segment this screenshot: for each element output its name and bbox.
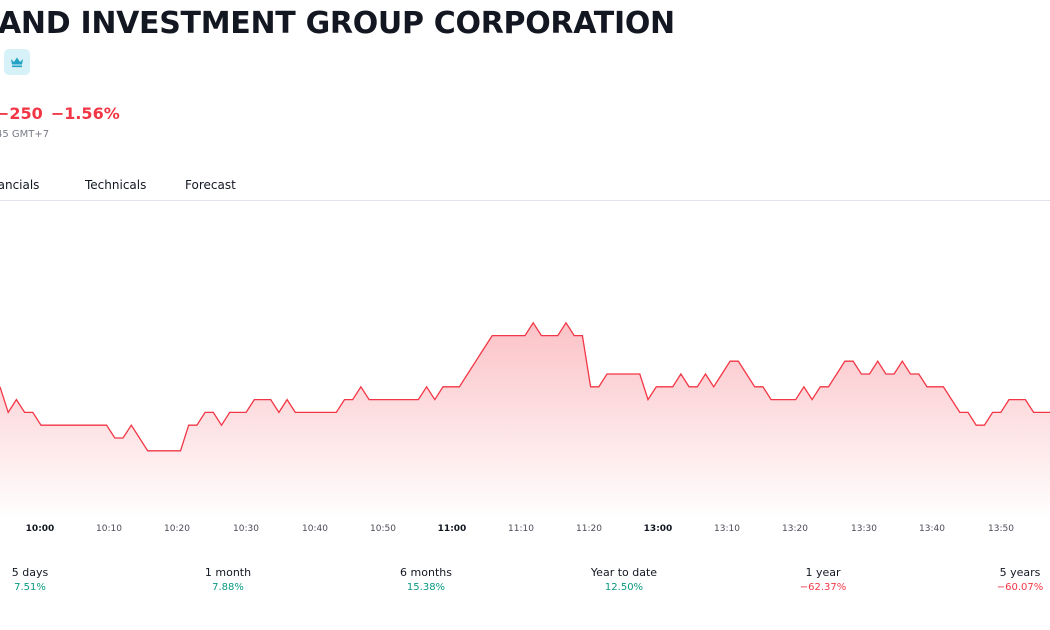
x-tick-label: 13:10 <box>714 524 740 534</box>
chart-price-line <box>0 321 1050 452</box>
period-1-year[interactable]: 1 year −62.37% <box>773 566 873 593</box>
period-value: 12.50% <box>604 582 644 593</box>
period-value: 7.88% <box>212 582 244 593</box>
price-chart[interactable]: 10:00 10:10 10:20 10:30 10:40 10:50 11:00 11:10… <box>0 230 1050 540</box>
x-tick-label: 10:40 <box>302 524 328 534</box>
period-label: 1 month <box>204 566 252 579</box>
period-value: −60.07% <box>996 582 1044 593</box>
x-tick-label: 11:10 <box>508 524 534 534</box>
page-title: AND INVESTMENT GROUP CORPORATION <box>0 6 675 41</box>
period-label: 5 years <box>999 566 1041 579</box>
x-tick-label: 10:00 <box>26 524 55 534</box>
chart-area-fill <box>0 322 1050 520</box>
tab-financials[interactable]: nancials <box>0 178 40 192</box>
period-6-months[interactable]: 6 months 15.38% <box>376 566 476 593</box>
x-tick-label: 13:00 <box>644 524 673 534</box>
period-value: 15.38% <box>406 582 446 593</box>
crown-icon <box>11 57 23 68</box>
x-tick-label: 13:50 <box>988 524 1014 534</box>
period-value: −62.37% <box>799 582 847 593</box>
price-change: −250 −1.56% <box>0 104 128 123</box>
x-tick-label: 10:30 <box>233 524 259 534</box>
tab-technicals[interactable]: Technicals <box>85 178 147 192</box>
tab-forecast[interactable]: Forecast <box>185 178 236 192</box>
period-label: 5 days <box>11 566 49 579</box>
x-tick-label: 13:20 <box>782 524 808 534</box>
x-tick-label: 13:30 <box>851 524 877 534</box>
crown-badge[interactable] <box>4 49 30 75</box>
x-tick-label: 10:50 <box>370 524 396 534</box>
period-1-month[interactable]: 1 month 7.88% <box>178 566 278 593</box>
period-label: 6 months <box>400 566 452 579</box>
period-label: 1 year <box>805 566 841 579</box>
x-tick-label: 13:40 <box>919 524 945 534</box>
x-tick-label: 11:20 <box>576 524 602 534</box>
price-change-percent: −1.56% <box>50 104 120 123</box>
x-tick-label: 10:10 <box>96 524 122 534</box>
price-change-value: −250 <box>0 104 43 123</box>
chart-x-axis: 10:00 10:10 10:20 10:30 10:40 10:50 11:00 11:10… <box>26 524 1015 534</box>
period-5-days[interactable]: 5 days 7.51% <box>0 566 80 593</box>
period-5-years[interactable]: 5 years −60.07% <box>970 566 1050 593</box>
tab-divider <box>0 200 1050 201</box>
period-label: Year to date <box>590 566 658 579</box>
period-value: 7.51% <box>14 582 46 593</box>
timestamp: 45 GMT+7 <box>0 129 50 140</box>
x-tick-label: 10:20 <box>164 524 190 534</box>
period-year-to-date[interactable]: Year to date 12.50% <box>574 566 674 593</box>
x-tick-label: 11:00 <box>438 524 467 534</box>
